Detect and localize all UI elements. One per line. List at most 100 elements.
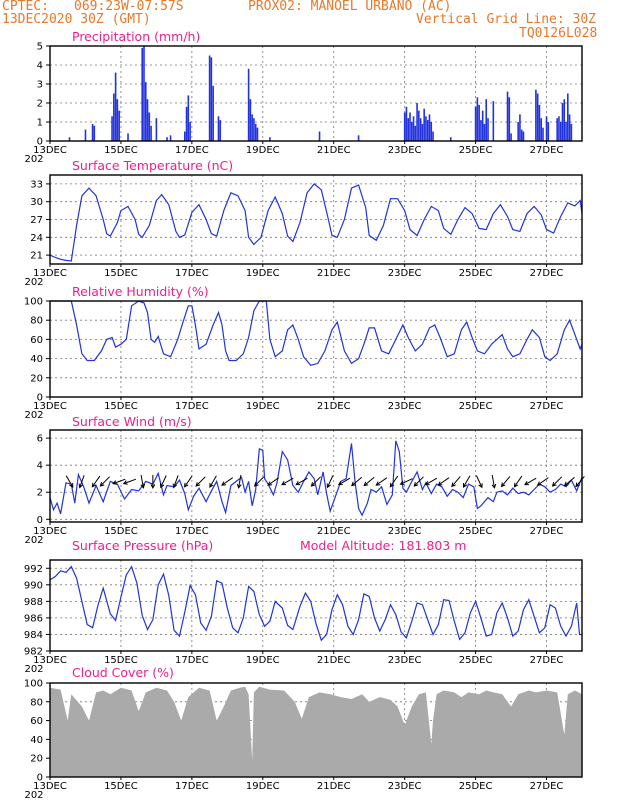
y-tick-label: 60 — [30, 335, 43, 346]
wind-arrow — [424, 477, 438, 486]
y-tick-label: 100 — [24, 679, 43, 690]
wind-arrow-shaft — [463, 475, 471, 488]
wind-arrow — [575, 476, 585, 488]
precip-bar — [476, 97, 479, 141]
wind-arrow-shaft — [491, 474, 495, 488]
precip-bar — [256, 127, 259, 141]
wind-arrow — [389, 475, 399, 488]
x-tick-label: 13DEC — [33, 401, 67, 412]
precip-bar — [113, 93, 115, 141]
x-tick-label: 23DEC — [388, 145, 422, 156]
wind-arrow — [195, 476, 206, 487]
precip-bar — [166, 137, 168, 141]
precip-bar — [561, 103, 564, 141]
wind-arrow — [375, 477, 388, 486]
wind-arrow — [140, 474, 146, 489]
wind-arrow — [337, 477, 351, 486]
wind-arrow-shaft — [475, 475, 483, 488]
panel-pressure: Surface Pressure (hPa) Model Altitude: 18… — [24, 538, 583, 675]
precip-bar — [425, 116, 427, 141]
precip-bar — [432, 131, 434, 141]
x-tick-label: 17DEC — [175, 401, 209, 412]
x-tick-label: 19DEC — [246, 655, 280, 666]
panel-frame — [49, 559, 583, 652]
x-tick-label: 27DEC — [530, 526, 564, 537]
y-tick-label: 2 — [37, 488, 43, 499]
wind-arrow — [112, 478, 126, 485]
precip-bar — [492, 101, 495, 141]
wind-arrow-shaft — [123, 478, 137, 485]
precip-bar — [449, 137, 452, 141]
x-tick-label: 23DEC — [388, 268, 422, 279]
wind-arrow — [236, 474, 242, 489]
precip-bar — [249, 99, 252, 141]
wind-arrow — [183, 475, 193, 488]
x-axis-year: 202 — [24, 277, 43, 288]
precip-bar — [93, 125, 96, 141]
precip-bar — [169, 135, 172, 141]
x-tick-label: 19DEC — [246, 401, 280, 412]
precip-bar — [247, 68, 250, 141]
precip-bar — [481, 110, 484, 141]
x-tick-label: 25DEC — [459, 145, 493, 156]
x-tick-label: 25DEC — [459, 268, 493, 279]
wind-arrow-head — [295, 480, 301, 486]
precip-bar — [114, 72, 117, 141]
precip-bar — [520, 129, 523, 141]
pressure-line — [49, 565, 582, 642]
precip-bar — [547, 122, 550, 141]
y-tick-label: 0 — [37, 515, 43, 526]
wind-arrow-head — [451, 482, 456, 488]
wind-arrow-head — [563, 481, 569, 487]
panel-frame — [49, 45, 583, 142]
precip-bar — [155, 118, 158, 141]
wind-arrow — [462, 475, 471, 488]
wind-arrow-head — [99, 482, 105, 487]
wind-arrow — [351, 476, 363, 487]
panel-precip: Precipitation (mm/h) 0 1 2 3 4 5 13DEC 15DEC 17DE… — [24, 29, 583, 165]
precip-bar — [536, 93, 539, 141]
wind-arrow-shaft — [65, 475, 74, 488]
wind-arrow-head — [551, 482, 557, 487]
precip-bar — [517, 122, 519, 141]
x-tick-label: 15DEC — [104, 401, 138, 412]
temp-line — [49, 183, 583, 262]
wind-arrow-head — [575, 482, 580, 488]
precip-bar — [485, 99, 488, 141]
wind-arrow-head — [91, 482, 97, 488]
wind-arrow-head — [491, 483, 497, 489]
precip-bar — [565, 122, 567, 141]
precip-bar — [542, 127, 544, 141]
wind-arrow — [221, 477, 233, 486]
wind-arrow-shaft — [221, 477, 233, 486]
precip-bar — [556, 118, 558, 141]
wind-arrow — [209, 475, 217, 488]
y-tick-label: 24 — [30, 233, 43, 244]
wind-arrow-head — [221, 481, 227, 486]
wind-arrow-shaft — [451, 476, 461, 487]
precip-bar — [508, 97, 511, 141]
wind-arrow-shaft — [413, 476, 424, 487]
wind-arrow-head — [424, 480, 430, 486]
panel-title: Surface Temperature (nC) — [72, 158, 233, 173]
x-tick-label: 23DEC — [388, 655, 422, 666]
y-tick-label: 3 — [37, 80, 43, 91]
y-tick-label: 100 — [24, 297, 43, 308]
x-tick-label: 13DEC — [33, 526, 67, 537]
precip-bar — [407, 118, 410, 141]
precip-bar — [148, 112, 151, 141]
y-tick-label: 33 — [30, 179, 43, 190]
wind-arrow-shaft — [389, 475, 399, 488]
y-tick-label: 80 — [30, 316, 43, 327]
wind-arrow-shaft — [311, 476, 321, 487]
precip-bar — [430, 122, 433, 141]
precip-bar — [423, 108, 425, 141]
x-tick-label: 13DEC — [33, 268, 67, 279]
wind-arrow-shaft — [267, 477, 280, 486]
wind-arrow-shaft — [363, 476, 375, 486]
x-tick-label: 17DEC — [175, 145, 209, 156]
y-tick-label: 20 — [30, 754, 43, 765]
wind-arrow-shaft — [79, 475, 85, 488]
y-tick-label: 984 — [24, 630, 43, 641]
wind-arrow-shaft — [326, 475, 334, 488]
